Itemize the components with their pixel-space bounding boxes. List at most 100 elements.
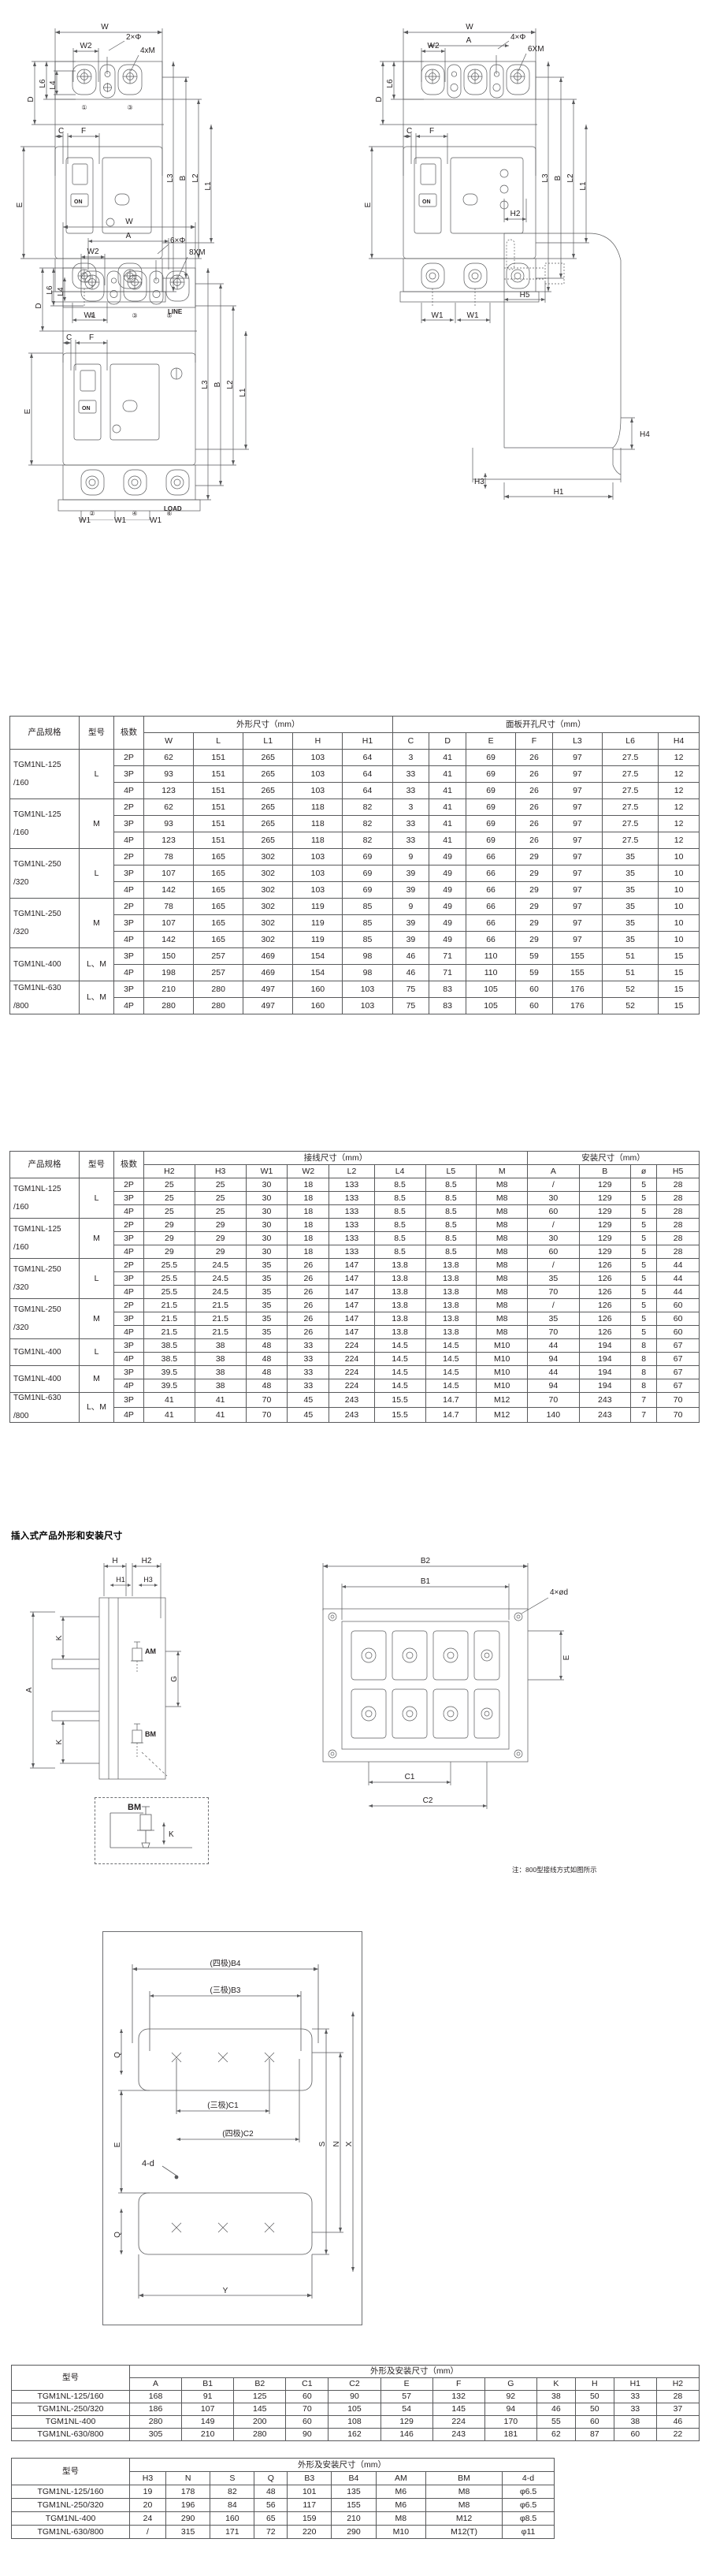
cell-product-spec: TGM1NL-400 (9, 1365, 80, 1393)
cell-product-spec: TGM1NL-125/160 (9, 798, 80, 849)
dim-label-3pole-C1: (三极)C1 (207, 2100, 239, 2110)
cell-h2: 25.5 (143, 1285, 195, 1299)
col-header-q: Q (254, 2471, 288, 2485)
cell-l1: 265 (243, 832, 294, 849)
cell-d: 49 (429, 914, 467, 932)
table-row: 4P 39.5 38 48 33 224 14.5 14.5 M10 94 194 8 67 (10, 1379, 700, 1393)
cell-poles: 3P (113, 947, 144, 965)
cell-l3: 176 (551, 981, 603, 998)
cell-poles: 3P (113, 815, 144, 832)
table-row: 3P 25 25 30 18 133 8.5 8.5 M8 30 129 5 28 (10, 1191, 700, 1205)
cell-h1: 64 (342, 749, 393, 766)
cell-h1: 85 (342, 898, 393, 915)
dim-label-B2: B2 (421, 1557, 431, 1565)
drawing-plugin-side-view: H H2 H1 H3 A K K G AM BM (16, 1549, 244, 1880)
col-header-am: AM (375, 2471, 427, 2485)
cell-poles: 4P (113, 1406, 144, 1423)
cell-h: 118 (292, 832, 343, 849)
cell-a: 186 (128, 2403, 183, 2416)
dim-label-N: N (332, 2141, 341, 2146)
cell-f: 26 (515, 782, 553, 799)
cell-h3: 29 (194, 1231, 247, 1245)
cell-b: 194 (578, 1379, 632, 1393)
col-header--: ø (630, 1164, 658, 1178)
cell-4-d: φ6.5 (502, 2485, 555, 2499)
cell-h: 154 (292, 947, 343, 965)
svg-text:H2: H2 (142, 1557, 152, 1565)
cell-h: 119 (292, 931, 343, 948)
cell-d: 41 (429, 765, 467, 783)
dim-label-C: C (406, 127, 412, 136)
cell-w1: 35 (245, 1271, 288, 1286)
col-header-h1: H1 (342, 732, 393, 750)
cell-w: 198 (143, 964, 195, 981)
cell-poles: 4P (113, 881, 144, 899)
table-row: TGM1NL-630/800 L、M 3P 41 41 70 45 243 15.5 14.7 M1… (9, 1392, 700, 1423)
cell-l6: 27.5 (601, 815, 659, 832)
col-header-4-d: 4-d (502, 2471, 555, 2485)
cell-h3: 25 (194, 1178, 247, 1192)
cell-w1: 30 (245, 1204, 288, 1219)
cell-c: 46 (392, 947, 430, 965)
detail-bm-callout (95, 1797, 209, 1864)
cell-e: 69 (466, 749, 517, 766)
cell-a: 30 (527, 1231, 580, 1245)
cell-h3: 29 (194, 1245, 247, 1259)
cell-am: M8 (375, 2511, 427, 2526)
col-header-l1: L1 (243, 732, 294, 750)
cell-poles: 3P (113, 1312, 144, 1326)
cell-f: 29 (515, 898, 553, 915)
cell-l4: 8.5 (373, 1231, 426, 1245)
cell-poles: 4P (113, 832, 144, 849)
cell--: 5 (630, 1218, 658, 1232)
cell-poles: 2P (113, 1218, 144, 1232)
cell-c: 33 (392, 765, 430, 783)
cell-m: M10 (476, 1338, 529, 1353)
cell-a: / (527, 1218, 580, 1232)
cell-w: 123 (143, 832, 195, 849)
col-header-b3: B3 (287, 2471, 332, 2485)
cell-e: 69 (466, 765, 517, 783)
cell-product-spec: TGM1NL-400 (9, 947, 80, 981)
cell-h: 103 (292, 765, 343, 783)
cell--: 8 (630, 1352, 658, 1366)
cell-b: 126 (578, 1325, 632, 1339)
dim-label-H4: H4 (640, 430, 650, 439)
cell-h2: 21.5 (143, 1298, 195, 1312)
svg-text:E: E (24, 408, 32, 414)
cell-b: 126 (578, 1285, 632, 1299)
cell-h4: 12 (658, 815, 700, 832)
cell-a: 305 (128, 2428, 183, 2441)
cell-h2: 29 (143, 1218, 195, 1232)
svg-text:B: B (554, 175, 562, 181)
cell-h4: 15 (658, 981, 700, 998)
cell-f: 26 (515, 832, 553, 849)
cell-m: M8 (476, 1298, 529, 1312)
cell-e: 66 (466, 881, 517, 899)
cell-f: 29 (515, 865, 553, 882)
cell-l6: 35 (601, 898, 659, 915)
cell-n: 315 (165, 2525, 211, 2539)
col-header-l3: L3 (551, 732, 603, 750)
cell-product-spec: TGM1NL-125/160 (9, 749, 80, 799)
cell-l: 165 (193, 848, 244, 865)
cell-l2: 147 (329, 1312, 375, 1326)
cell-a: / (527, 1178, 580, 1192)
cell-f: 60 (515, 997, 553, 1014)
cell-a: 168 (128, 2390, 183, 2403)
cell-l1: 265 (243, 798, 294, 816)
cell-a: 44 (527, 1338, 580, 1353)
cell-m: M8 (476, 1204, 529, 1219)
cell-model: M (79, 1218, 114, 1259)
table-row: 4P 280 280 497 160 103 75 83 105 60 176 52 15 (10, 997, 700, 1014)
cell--: 5 (630, 1285, 658, 1299)
cell-h5: 28 (656, 1191, 700, 1205)
cell-b: 194 (578, 1352, 632, 1366)
cell-w1: 30 (245, 1218, 288, 1232)
svg-text:L3: L3 (541, 173, 550, 183)
cell-b1: 210 (181, 2428, 235, 2441)
cell-b: 129 (578, 1178, 632, 1192)
cell-w2: 18 (287, 1191, 330, 1205)
cell-f: 29 (515, 881, 553, 899)
cell-l5: 14.5 (425, 1379, 477, 1393)
